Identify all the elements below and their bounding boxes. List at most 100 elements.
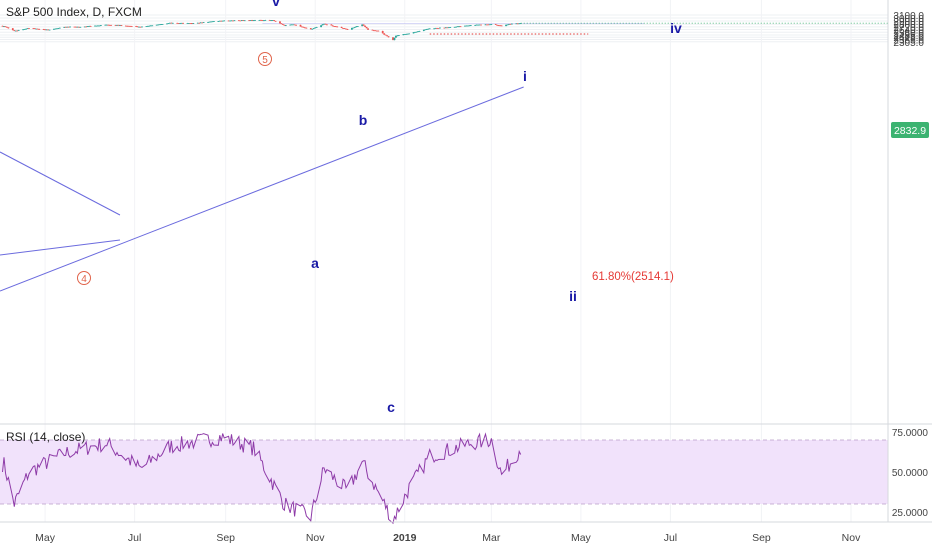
candle[interactable] (304, 27, 306, 29)
candle[interactable] (13, 30, 16, 32)
candle[interactable] (23, 28, 26, 30)
rsi-line[interactable] (2, 432, 522, 525)
candle[interactable] (54, 28, 57, 30)
candle[interactable] (274, 20, 277, 22)
candle[interactable] (168, 22, 171, 24)
candle[interactable] (345, 28, 347, 30)
candle[interactable] (447, 27, 450, 29)
candle[interactable] (343, 27, 346, 29)
candle[interactable] (350, 27, 353, 30)
candle[interactable] (73, 26, 76, 28)
candle[interactable] (77, 26, 80, 28)
candle[interactable] (331, 25, 334, 27)
candle[interactable] (258, 19, 261, 21)
candle[interactable] (469, 25, 472, 26)
candle[interactable] (488, 24, 491, 26)
candle[interactable] (171, 22, 174, 24)
candle[interactable] (85, 26, 88, 28)
candle[interactable] (487, 24, 490, 26)
candle[interactable] (500, 25, 503, 27)
candle[interactable] (130, 25, 133, 27)
candle[interactable] (110, 24, 113, 26)
candle[interactable] (211, 21, 214, 23)
candle[interactable] (436, 27, 438, 29)
candle[interactable] (188, 22, 190, 24)
candle[interactable] (25, 28, 27, 30)
candle[interactable] (323, 23, 325, 25)
candle[interactable] (381, 30, 384, 34)
candle[interactable] (480, 24, 482, 26)
candle[interactable] (58, 27, 61, 29)
candle[interactable] (414, 31, 416, 33)
candle[interactable] (334, 26, 337, 28)
candle[interactable] (167, 23, 170, 24)
candle[interactable] (14, 30, 17, 32)
candle[interactable] (262, 20, 265, 22)
candle[interactable] (63, 26, 66, 28)
candle[interactable] (449, 27, 452, 28)
candle[interactable] (395, 35, 397, 38)
candle[interactable] (509, 23, 512, 25)
candle[interactable] (365, 26, 368, 29)
candle[interactable] (425, 28, 428, 30)
candle[interactable] (508, 23, 510, 25)
candle[interactable] (516, 23, 519, 25)
candle[interactable] (284, 24, 287, 27)
candle[interactable] (89, 25, 92, 27)
candle[interactable] (177, 23, 180, 24)
candle[interactable] (515, 23, 518, 25)
candle[interactable] (458, 26, 460, 28)
candle[interactable] (356, 26, 359, 27)
candle[interactable] (484, 24, 487, 26)
candle[interactable] (402, 34, 405, 36)
candle[interactable] (518, 23, 521, 25)
candle[interactable] (478, 24, 481, 26)
candle[interactable] (69, 26, 71, 28)
candle[interactable] (270, 20, 273, 22)
candle[interactable] (55, 28, 58, 30)
candle[interactable] (456, 26, 459, 28)
candle[interactable] (336, 26, 339, 28)
candle[interactable] (28, 28, 30, 29)
candle[interactable] (333, 26, 336, 27)
candle[interactable] (86, 26, 89, 27)
candle[interactable] (45, 29, 48, 31)
candle[interactable] (446, 27, 449, 29)
candle[interactable] (202, 22, 205, 23)
candle[interactable] (427, 28, 430, 30)
candle[interactable] (511, 23, 513, 25)
candle[interactable] (302, 26, 305, 28)
candle[interactable] (129, 25, 132, 27)
candle[interactable] (120, 25, 123, 26)
candle[interactable] (403, 33, 406, 35)
candle[interactable] (35, 28, 38, 30)
candle[interactable] (289, 24, 292, 26)
trendline-wedge-upper[interactable] (0, 151, 121, 216)
candle[interactable] (312, 28, 315, 30)
candle[interactable] (251, 19, 253, 21)
candle[interactable] (290, 24, 293, 26)
candle[interactable] (67, 26, 70, 28)
candle[interactable] (119, 24, 121, 26)
candle[interactable] (465, 25, 468, 27)
candle[interactable] (176, 22, 179, 24)
candle[interactable] (161, 24, 164, 25)
candle[interactable] (418, 30, 421, 32)
candle[interactable] (377, 30, 380, 32)
candle[interactable] (233, 20, 236, 22)
candle[interactable] (189, 22, 192, 24)
candle[interactable] (364, 25, 367, 28)
candle[interactable] (105, 24, 108, 26)
candle[interactable] (148, 25, 151, 27)
candle[interactable] (374, 30, 377, 32)
candle[interactable] (230, 20, 233, 22)
candle[interactable] (146, 25, 149, 27)
candle[interactable] (42, 28, 45, 30)
candle[interactable] (38, 28, 41, 30)
candle[interactable] (486, 24, 488, 26)
candle[interactable] (126, 25, 129, 27)
candle[interactable] (355, 26, 358, 28)
candle[interactable] (259, 19, 262, 21)
candle[interactable] (210, 21, 212, 23)
candle[interactable] (53, 28, 55, 30)
